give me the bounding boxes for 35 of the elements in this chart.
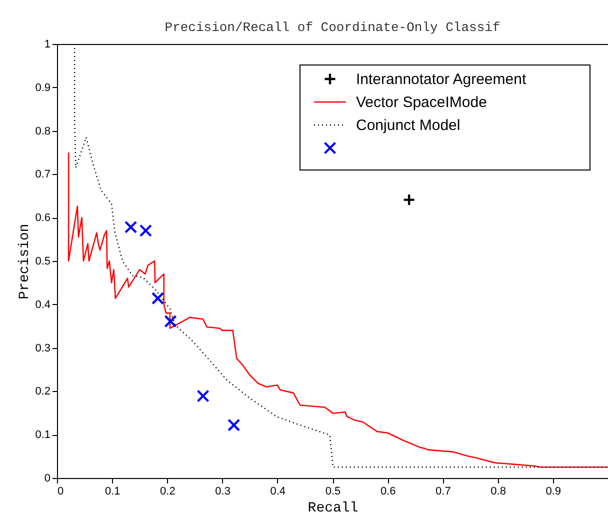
y-tick-label: 0.5 (35, 256, 50, 268)
x-tick-label: 0.3 (215, 486, 230, 498)
point (402, 193, 416, 206)
legend-label: Interannotator Agreement (356, 71, 527, 88)
y-tick-label: 1 (44, 38, 50, 50)
y-tick-label: 0.7 (35, 168, 50, 181)
point (228, 418, 240, 432)
x-tick-label: 0.9 (546, 486, 562, 498)
line-series (68, 152, 608, 468)
y-tick-label: 0 (44, 472, 50, 484)
legend-label: Vector SpaceIMode (356, 94, 487, 111)
point (139, 224, 152, 237)
x-tick-label: 0 (58, 486, 64, 498)
x-tick-label: 0.7 (436, 486, 451, 498)
y-tick-label: 0.6 (35, 212, 50, 224)
x-tick-label: 0.5 (325, 486, 341, 498)
y-tick-label: 0.4 (35, 298, 50, 311)
y-tick-label: 0.3 (35, 342, 50, 354)
point (151, 292, 164, 305)
point (124, 220, 138, 234)
x-tick-label: 0.8 (490, 486, 506, 498)
chart-title: Precision/Recall of Coordinate-Only Classif (164, 20, 500, 35)
x-axis-title: Recall (308, 500, 358, 516)
y-axis-title: Precision (17, 224, 34, 300)
x-tick-label: 0.2 (160, 486, 176, 498)
y-tick-label: 0.9 (35, 82, 50, 94)
point (164, 314, 177, 328)
x-tick-label: 0.4 (270, 486, 286, 498)
legend-label: Conjunct Model (356, 117, 460, 134)
y-tick-label: 0.2 (35, 386, 50, 398)
x-tick-label: 0.1 (104, 486, 120, 498)
point (196, 390, 210, 402)
y-tick-label: 0.8 (35, 125, 50, 138)
y-tick-label: 0.1 (35, 429, 50, 442)
x-tick-label: 0.6 (380, 486, 396, 498)
